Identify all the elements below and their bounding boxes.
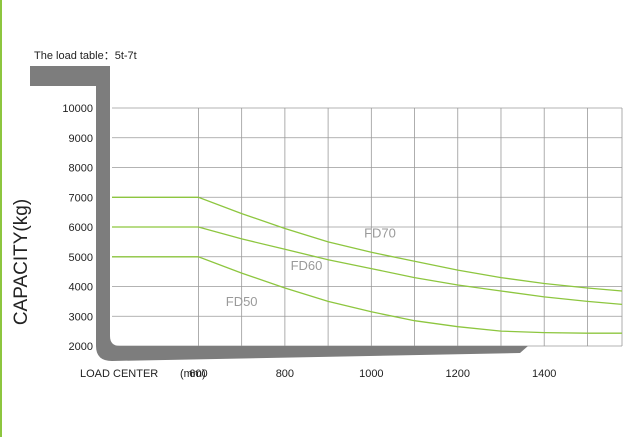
y-tick-label: 3000 (69, 311, 93, 323)
x-tick-label: 1200 (446, 368, 470, 380)
series-label-fd70: FD70 (364, 225, 396, 240)
y-tick-label: 6000 (69, 222, 93, 234)
chart-title: The load table：5t-7t (34, 50, 137, 62)
x-tick-label: 600 (189, 368, 207, 380)
y-tick-label: 10000 (62, 103, 93, 115)
series-label-fd50: FD50 (226, 294, 258, 309)
y-tick-label: 2000 (69, 341, 93, 353)
x-tick-label: 1400 (532, 368, 556, 380)
series-label-fd60: FD60 (291, 258, 323, 273)
series-line-fd70 (112, 196, 623, 292)
x-tick-label: 800 (276, 368, 294, 380)
series-line-fd60 (112, 226, 623, 306)
series-lines: FD70 FD60 FD50 (112, 196, 623, 334)
tick-labels: 2000 3000 4000 5000 6000 7000 8000 9000 10000 600… (62, 103, 556, 380)
y-tick-label: 4000 (69, 282, 93, 294)
y-tick-label: 5000 (69, 252, 93, 264)
fork-shape (30, 66, 528, 361)
y-tick-label: 8000 (69, 163, 93, 175)
left-accent-rule (0, 0, 2, 437)
y-tick-label: 7000 (69, 192, 93, 204)
y-tick-label: 9000 (69, 133, 93, 145)
series-line-fd50 (112, 256, 622, 334)
x-axis-unit: (mm) (180, 368, 206, 380)
fork-outline (30, 66, 528, 361)
x-tick-label: 1000 (359, 368, 383, 380)
x-axis-label: LOAD CENTER (80, 368, 158, 380)
